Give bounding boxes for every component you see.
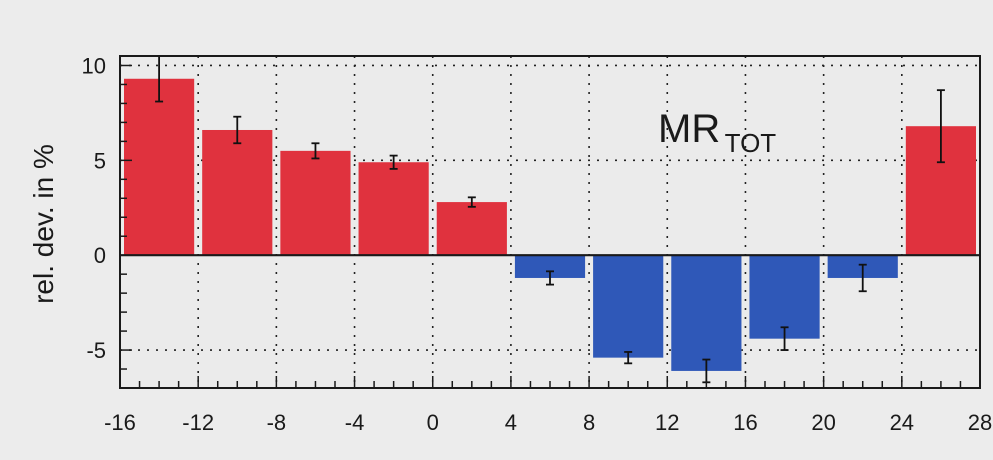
chart-title: MR TOT bbox=[658, 107, 776, 158]
x-tick-label: 12 bbox=[655, 410, 679, 435]
bar bbox=[280, 150, 351, 256]
bar bbox=[124, 78, 195, 256]
tick-labels: -16 -12 -8 -4 0 4 8 12 16 20 24 28 -5 0 5 10 bbox=[82, 53, 993, 435]
x-tick-label: 24 bbox=[890, 410, 914, 435]
x-tick-label: 16 bbox=[733, 410, 757, 435]
x-tick-label: 20 bbox=[811, 410, 835, 435]
x-tick-label: -4 bbox=[345, 410, 365, 435]
x-tick-label: 28 bbox=[968, 410, 992, 435]
chart-title-main: MR bbox=[658, 107, 720, 151]
bar bbox=[436, 202, 507, 256]
bar bbox=[671, 255, 742, 371]
bar bbox=[593, 255, 664, 358]
x-tick-label: -12 bbox=[182, 410, 214, 435]
y-tick-label: -5 bbox=[86, 338, 106, 363]
y-tick-label: 0 bbox=[94, 243, 106, 268]
bar bbox=[358, 162, 429, 256]
x-tick-label: 0 bbox=[427, 410, 439, 435]
bar bbox=[514, 255, 586, 278]
x-tick-label: -8 bbox=[267, 410, 287, 435]
y-axis-title: rel. dev. in % bbox=[28, 144, 59, 304]
x-tick-label: -16 bbox=[104, 410, 136, 435]
bar bbox=[749, 255, 820, 339]
chart-title-subscript: TOT bbox=[725, 128, 777, 158]
x-tick-label: 8 bbox=[583, 410, 595, 435]
grid-lines bbox=[120, 56, 980, 388]
axis-ticks bbox=[119, 64, 981, 389]
y-tick-label: 5 bbox=[94, 148, 106, 173]
y-tick-label: 10 bbox=[82, 53, 106, 78]
x-tick-label: 4 bbox=[505, 410, 517, 435]
bar bbox=[202, 129, 273, 256]
